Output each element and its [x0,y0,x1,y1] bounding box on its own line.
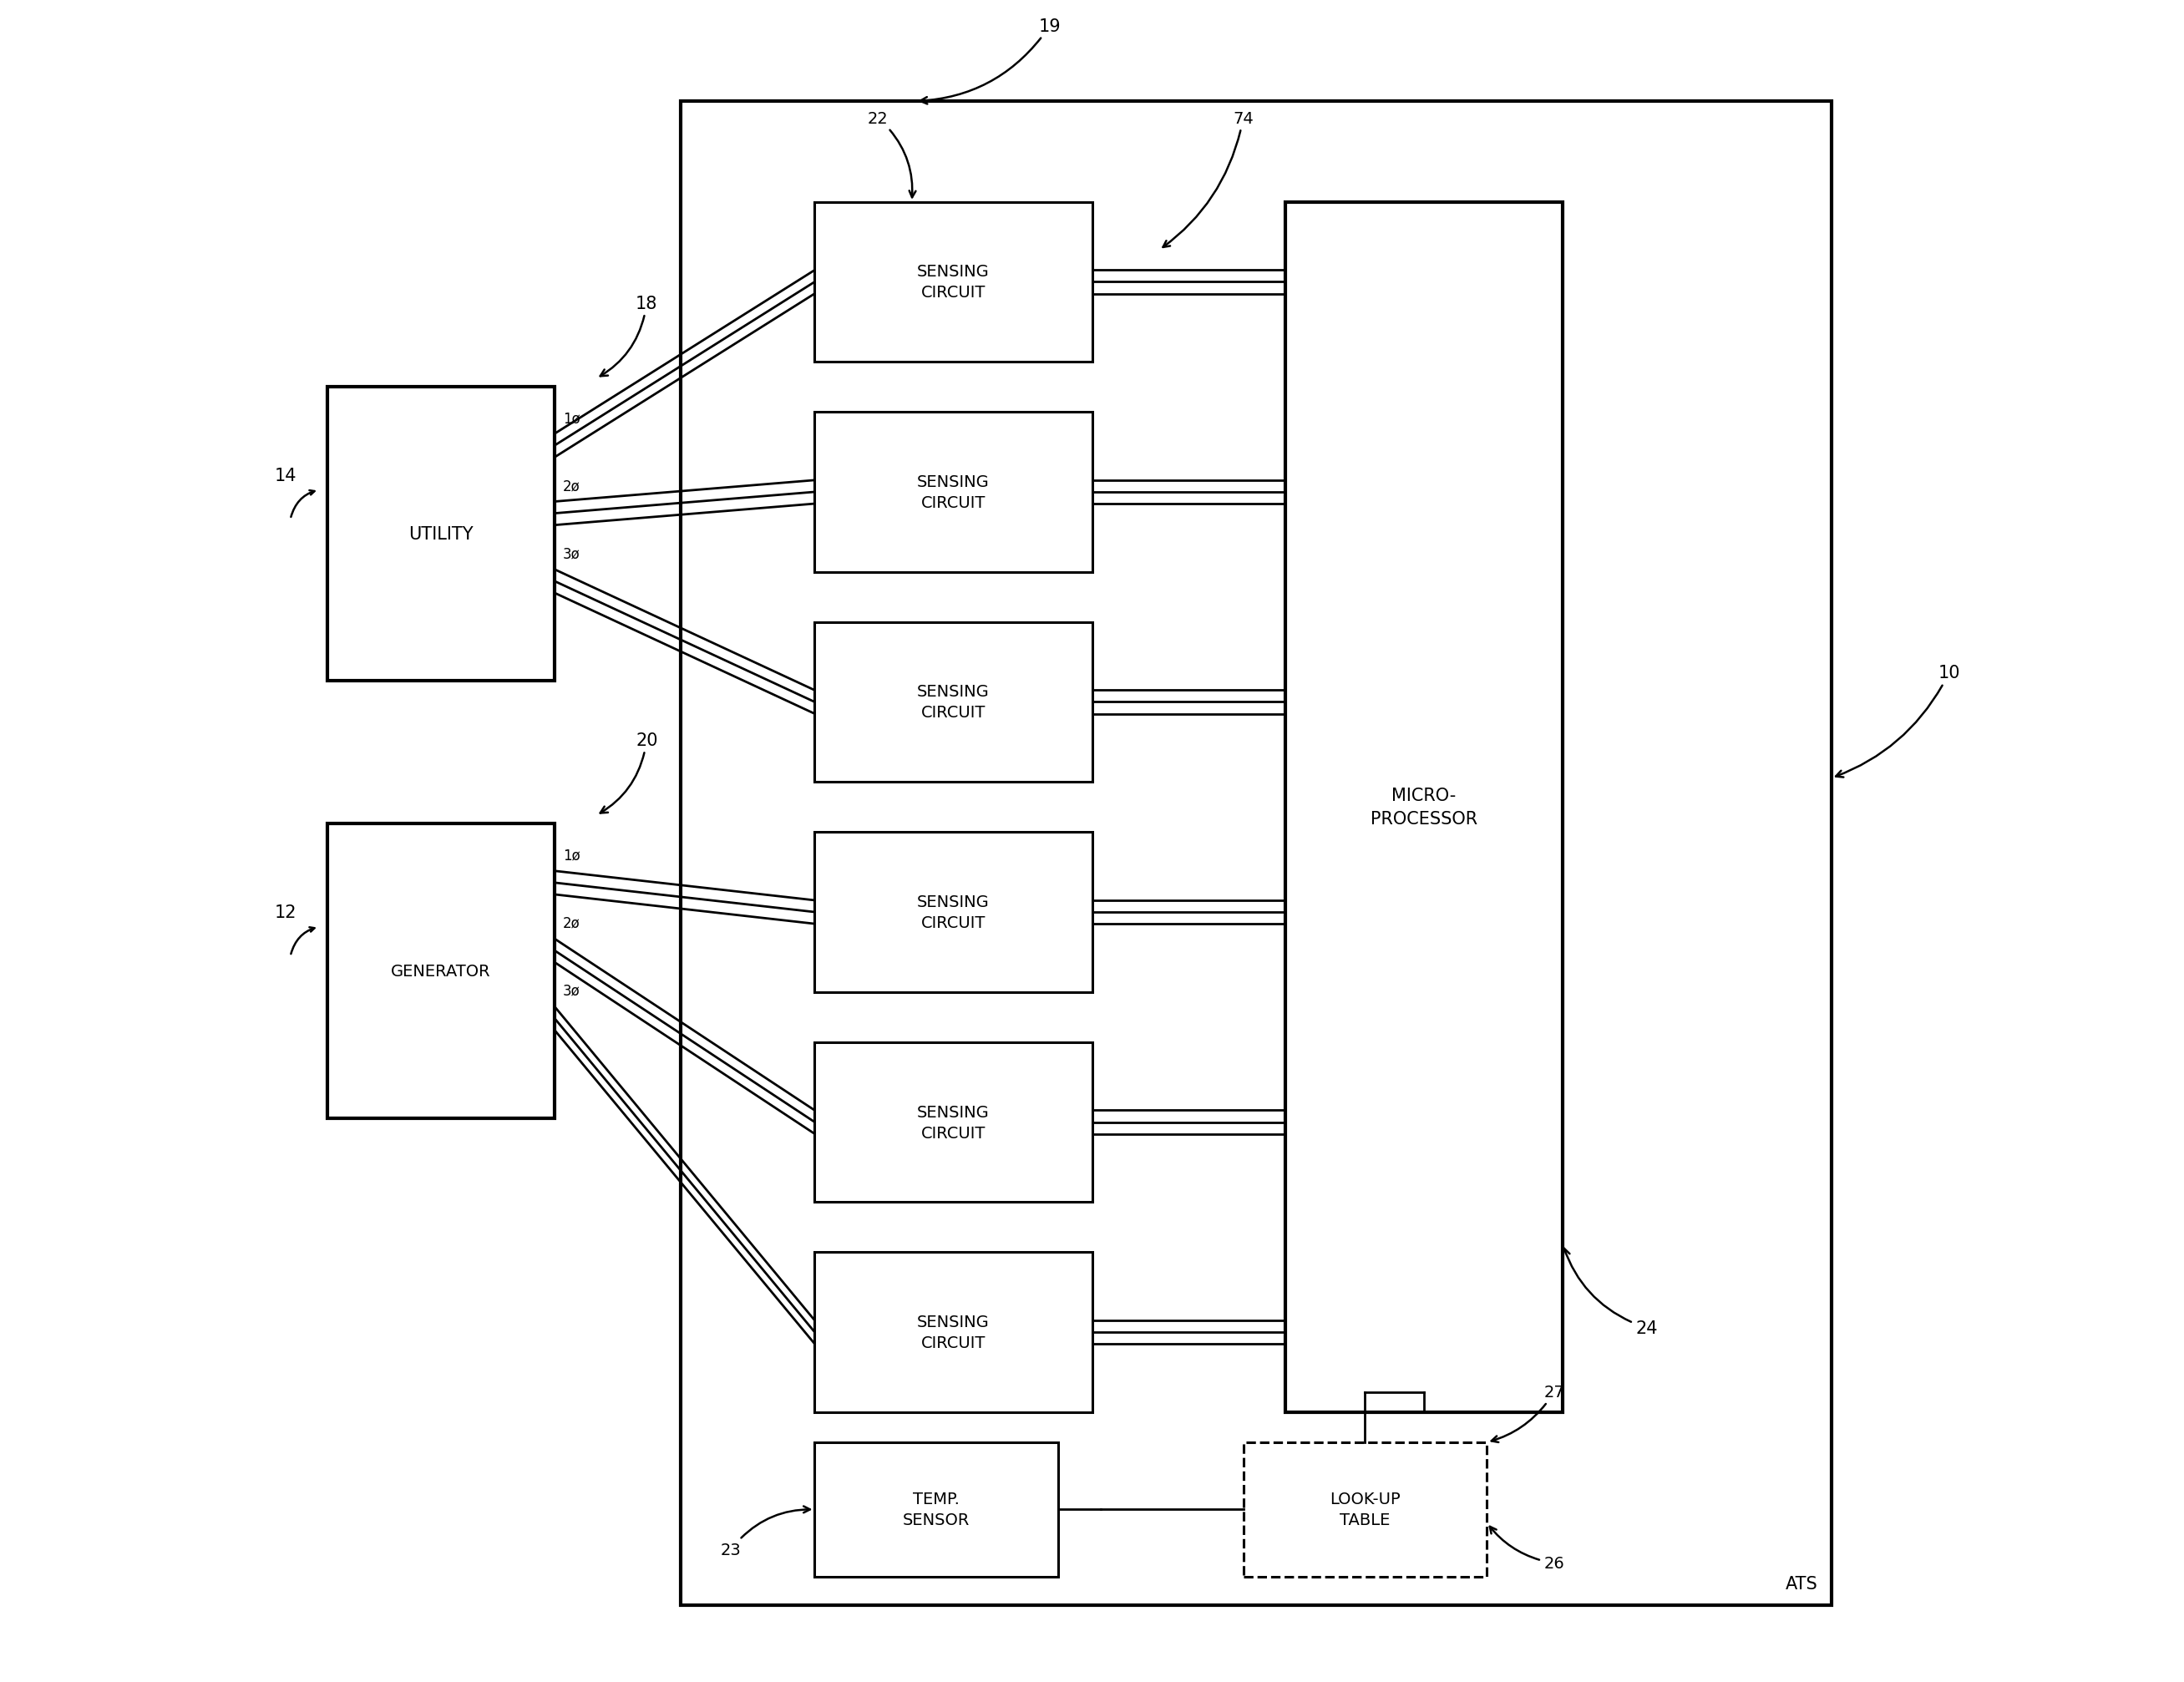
Text: GENERATOR: GENERATOR [391,964,491,979]
Text: 2ø: 2ø [563,479,581,495]
Bar [815,1043,1092,1203]
Text: LOOK-UP
TABLE: LOOK-UP TABLE [1330,1492,1400,1527]
Text: SENSING
CIRCUIT: SENSING CIRCUIT [917,1103,989,1140]
Text: 20: 20 [601,732,657,814]
Text: ATS: ATS [1787,1574,1817,1591]
Text: 3ø: 3ø [563,547,581,562]
Bar [1243,1443,1487,1576]
Text: 14: 14 [275,468,297,484]
Text: 10: 10 [1837,664,1961,777]
Bar [815,1253,1092,1413]
Text: 24: 24 [1564,1248,1658,1337]
Text: 27: 27 [1492,1384,1564,1443]
Text: 1ø: 1ø [563,410,581,426]
Text: UTILITY: UTILITY [408,526,474,543]
Bar [815,833,1092,992]
Text: 23: 23 [721,1507,810,1558]
Text: 22: 22 [867,111,915,198]
Bar [815,204,1092,362]
Text: 2ø: 2ø [563,915,581,930]
Bar [328,387,555,681]
Bar [815,412,1092,572]
Bar [815,1443,1059,1576]
Text: SENSING
CIRCUIT: SENSING CIRCUIT [917,1314,989,1351]
Text: 19: 19 [919,19,1061,104]
Bar [815,622,1092,782]
Text: 12: 12 [275,903,297,920]
Text: SENSING
CIRCUIT: SENSING CIRCUIT [917,474,989,511]
Text: MICRO-
PROCESSOR: MICRO- PROCESSOR [1369,787,1476,828]
Text: 3ø: 3ø [563,982,581,997]
Text: 1ø: 1ø [563,848,581,863]
Text: 74: 74 [1164,111,1254,247]
Text: TEMP.
SENSOR: TEMP. SENSOR [902,1492,970,1527]
Bar [1284,204,1562,1413]
Bar [328,824,555,1119]
Text: SENSING
CIRCUIT: SENSING CIRCUIT [917,685,989,722]
Text: SENSING
CIRCUIT: SENSING CIRCUIT [917,264,989,301]
Text: 26: 26 [1489,1527,1564,1571]
Text: 18: 18 [601,294,657,377]
Bar [679,103,1832,1605]
Text: SENSING
CIRCUIT: SENSING CIRCUIT [917,895,989,930]
